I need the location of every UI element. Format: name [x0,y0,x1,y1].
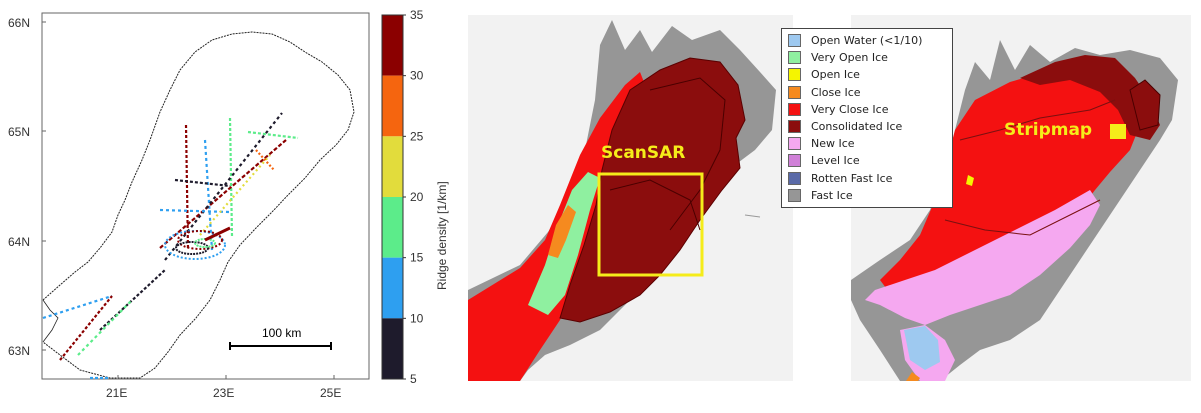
legend-label: New Ice [811,137,855,151]
colorbar-ticks: 35 30 25 20 15 10 5 [403,8,424,386]
track-line [247,130,299,140]
legend-swatch [788,85,801,99]
colorbar-tick-label: 30 [410,69,424,83]
lat-tick-label: 65N [8,125,30,139]
track-line [164,112,283,261]
scale-bar-label: 100 km [262,326,301,340]
close-ice-region [906,372,920,381]
track-line [77,299,133,356]
legend-item: Very Open Ice [788,49,946,66]
legend-swatch [788,102,801,116]
stripmap-label: Stripmap [1004,120,1092,140]
track-line [174,178,231,188]
track-line [159,139,287,249]
very-close-ice-region [880,68,1140,320]
colorbar-segment [382,75,403,137]
colorbar-segment [382,15,403,76]
legend-label: Close Ice [811,85,861,99]
legend-swatch [788,137,801,151]
legend-label: Fast Ice [811,188,853,202]
open-ice-region [966,175,974,186]
colorbar-segment [382,318,403,379]
colorbar-segment [382,136,403,197]
close-ice-region [548,205,576,258]
longitude-axis: 21E 23E 25E [106,375,341,400]
colorbar-segment [382,197,403,258]
legend-item: Fast Ice [788,187,946,204]
consolidated-ice-region [559,57,746,323]
legend-item: Rotten Fast Ice [788,170,946,187]
lon-tick-label: 21E [106,386,127,400]
lat-tick-label: 66N [8,16,30,30]
scansar-footprint [597,172,704,277]
new-ice-region [865,190,1100,325]
coastline [42,31,355,379]
legend-label: Rotten Fast Ice [811,171,893,185]
ice-chart-scansar: ScanSAR [468,15,793,381]
legend-swatch [788,34,801,48]
legend-item: Close Ice [788,84,946,101]
lon-tick-label: 25E [320,386,341,400]
colorbar-tick-label: 25 [410,129,424,143]
legend-item: Consolidated Ice [788,118,946,135]
colorbar-tick-label: 35 [410,8,424,22]
legend-label: Open Water (<1/10) [811,34,923,48]
legend-swatch [788,171,801,185]
track-line [203,139,214,251]
legend-item: Very Close Ice [788,101,946,118]
track-line [59,295,113,361]
colorbar-label: Ridge density [1/km] [435,181,449,290]
legend-item: Open Ice [788,66,946,83]
ice-type-legend: Open Water (<1/10) Very Open Ice Open Ice C… [781,28,953,208]
colorbar-segment [382,257,403,319]
legend-label: Level Ice [811,154,860,168]
track-line [255,149,275,171]
open-water-region [904,326,940,370]
colorbar-tick-label: 10 [410,311,424,325]
ridge-density-map: 100 km [41,12,370,380]
lat-tick-label: 63N [8,344,30,358]
lon-tick-label: 23E [213,386,234,400]
legend-swatch [788,51,801,65]
legend-item: Level Ice [788,152,946,169]
track-line [184,124,190,251]
lat-tick-label: 64N [8,235,30,249]
legend-label: Consolidated Ice [811,120,903,134]
colorbar-tick-label: 15 [410,251,424,265]
scale-bar: 100 km [229,326,332,350]
legend-swatch [788,68,801,82]
colorbar-segments [382,15,403,379]
survey-tracks [42,112,299,380]
track-line [42,294,113,320]
consolidated-ice-region [1020,55,1160,140]
legend-item: New Ice [788,135,946,152]
map-frame [41,12,370,380]
legend-label: Very Close Ice [811,102,889,116]
colorbar: 35 30 25 20 15 10 5 Ridge density [1/km] [381,8,449,386]
legend-item: Open Water (<1/10) [788,32,946,49]
colorbar-tick-label: 5 [410,372,417,386]
track-cluster [164,226,231,260]
stripmap-marker [1110,124,1126,139]
legend-label: Open Ice [811,68,860,82]
legend-label: Very Open Ice [811,51,888,65]
legend-swatch [788,154,801,168]
legend-swatch [788,188,801,202]
scansar-label: ScanSAR [601,143,685,163]
latitude-axis: 66N 65N 64N 63N [8,16,46,358]
colorbar-tick-label: 20 [410,190,424,204]
legend-swatch [788,120,801,134]
